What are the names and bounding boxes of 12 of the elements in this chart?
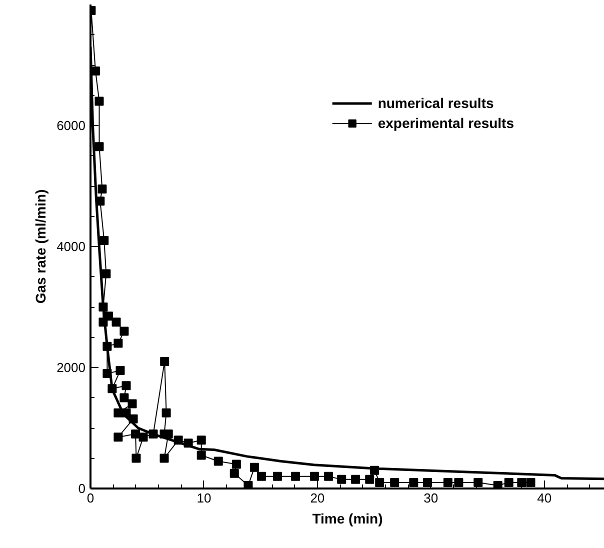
x-tick-label: 30: [424, 490, 438, 506]
y-tick-label: 6000: [56, 118, 86, 133]
legend-label: experimental results: [378, 114, 514, 132]
y-tick-label: 2000: [56, 360, 86, 375]
x-tick-label: 40: [537, 490, 552, 506]
x-axis-title: Time (min): [312, 510, 383, 526]
x-tick-label: 10: [196, 490, 212, 506]
y-tick-label: 0: [78, 481, 86, 496]
legend-label: numerical results: [378, 94, 494, 112]
y-axis-title: Gas rate (ml/min): [32, 189, 49, 304]
y-tick-label: 4000: [56, 239, 86, 254]
x-tick-label: 20: [310, 490, 325, 506]
